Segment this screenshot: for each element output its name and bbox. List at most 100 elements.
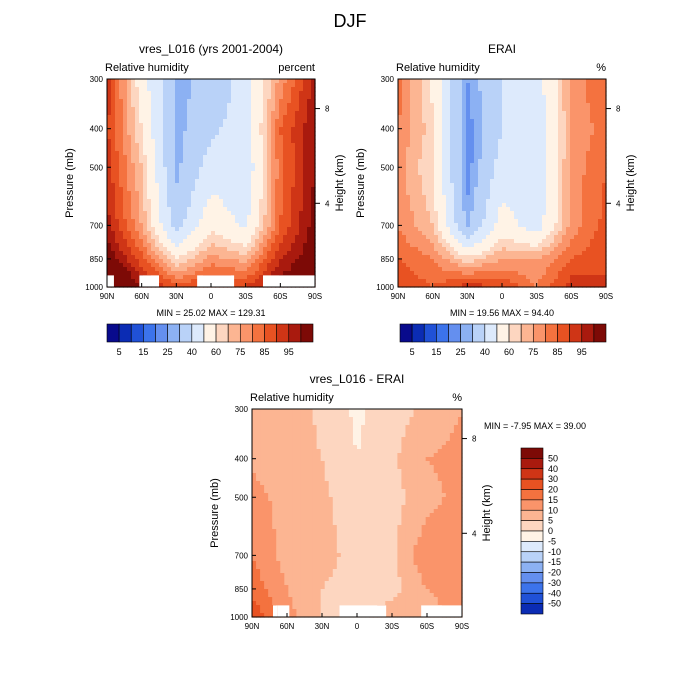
field-cell (259, 271, 264, 276)
field-cell (239, 187, 244, 192)
field-cell (111, 267, 116, 272)
field-cell (514, 171, 519, 176)
field-cell (470, 243, 475, 248)
field-cell (486, 107, 491, 112)
field-cell (123, 283, 128, 288)
field-cell (574, 155, 579, 160)
field-cell (255, 199, 260, 204)
field-cell (295, 183, 300, 188)
field-cell (235, 171, 240, 176)
field-cell (498, 247, 503, 252)
field-cell (259, 227, 264, 232)
field-cell (422, 187, 427, 192)
field-cell (422, 127, 427, 132)
field-cell (462, 115, 467, 120)
field-cell (438, 95, 443, 100)
field-cell (259, 263, 264, 268)
field-cell (602, 199, 607, 204)
field-cell (243, 187, 248, 192)
field-cell (534, 147, 539, 152)
field-cell (143, 219, 148, 224)
field-cell (135, 283, 140, 288)
field-cell (442, 187, 447, 192)
field-cell (494, 195, 499, 200)
field-cell (147, 151, 152, 156)
field-cell (187, 247, 192, 252)
field-cell (115, 283, 120, 288)
field-cell (554, 207, 559, 212)
field-cell (534, 175, 539, 180)
field-cell (311, 167, 316, 172)
field-cell (271, 135, 276, 140)
field-cell (566, 215, 571, 220)
field-cell (458, 83, 463, 88)
field-cell (243, 195, 248, 200)
field-cell (514, 239, 519, 244)
field-cell (179, 187, 184, 192)
field-cell (514, 147, 519, 152)
field-cell (259, 163, 264, 168)
field-cell (159, 163, 164, 168)
field-cell (422, 199, 427, 204)
field-cell (223, 239, 228, 244)
field-cell (155, 151, 160, 156)
field-cell (594, 127, 599, 132)
field-cell (283, 159, 288, 164)
field-cell (494, 183, 499, 188)
field-cell (127, 95, 132, 100)
field-cell (454, 179, 459, 184)
field-cell (259, 135, 264, 140)
field-cell (442, 195, 447, 200)
field-cell (255, 267, 260, 272)
field-cell (287, 87, 292, 92)
field-cell (123, 167, 128, 172)
field-cell (151, 143, 156, 148)
field-cell (291, 195, 296, 200)
field-cell (199, 195, 204, 200)
field-cell (570, 231, 575, 236)
field-cell (442, 91, 447, 96)
field-cell (490, 199, 495, 204)
field-cell (235, 219, 240, 224)
field-cell (211, 239, 216, 244)
field-cell (255, 223, 260, 228)
field-cell (251, 135, 256, 140)
field-cell (267, 239, 272, 244)
field-cell (271, 247, 276, 252)
field-cell (434, 119, 439, 124)
field-cell (275, 175, 280, 180)
field-cell (247, 131, 252, 136)
field-cell (267, 255, 272, 260)
field-cell (151, 159, 156, 164)
field-cell (187, 107, 192, 112)
field-cell (410, 239, 415, 244)
field-cell (271, 183, 276, 188)
field-cell (570, 131, 575, 136)
field-cell (211, 111, 216, 116)
field-cell (143, 215, 148, 220)
field-cell (299, 87, 304, 92)
field-cell (558, 199, 563, 204)
field-cell (211, 171, 216, 176)
field-cell (486, 143, 491, 148)
field-cell (135, 167, 140, 172)
field-cell (211, 103, 216, 108)
field-cell (518, 95, 523, 100)
field-cell (171, 95, 176, 100)
field-cell (526, 111, 531, 116)
field-cell (414, 127, 419, 132)
field-cell (131, 99, 136, 104)
field-cell (578, 91, 583, 96)
field-cell (183, 199, 188, 204)
field-cell (590, 107, 595, 112)
field-cell (558, 107, 563, 112)
field-cell (490, 91, 495, 96)
field-cell (151, 239, 156, 244)
field-cell (167, 159, 172, 164)
field-cell (538, 243, 543, 248)
field-cell (311, 195, 316, 200)
field-cell (127, 211, 132, 216)
field-cell (163, 131, 168, 136)
field-cell (235, 247, 240, 252)
field-cell (247, 255, 252, 260)
